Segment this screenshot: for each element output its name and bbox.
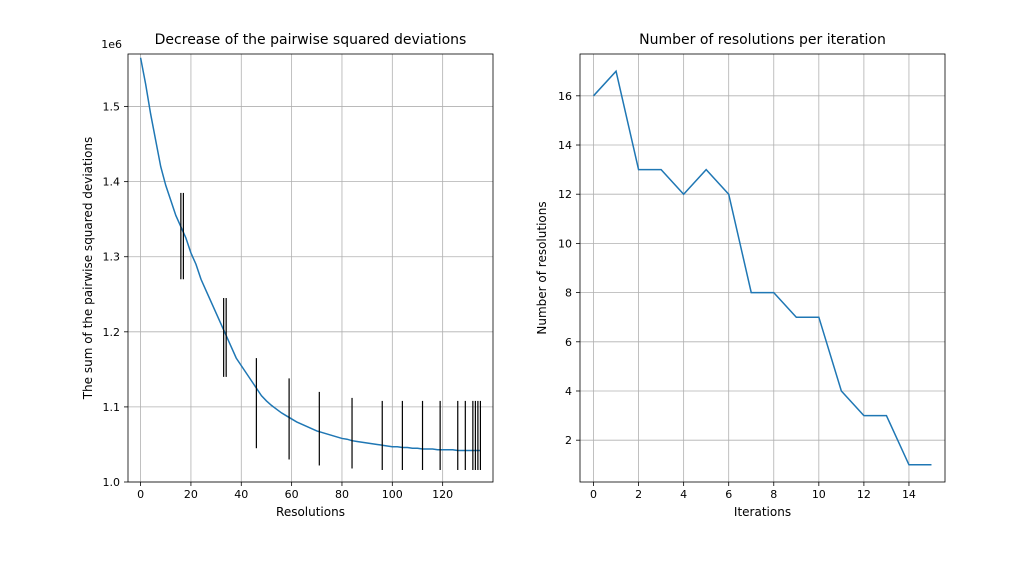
left-chart-xticks: 0 20 40 60 80 100 120 (137, 482, 453, 501)
right-chart-xlabel: Iterations (734, 505, 791, 519)
right-chart-spines (580, 54, 945, 482)
left-chart-yticks: 1.0 1.1 1.2 1.3 1.4 1.5 (103, 101, 129, 489)
ytick-label: 4 (565, 385, 572, 398)
ytick-label: 1.2 (103, 326, 121, 339)
ytick-label: 2 (565, 434, 572, 447)
xtick-label: 6 (725, 488, 732, 501)
ytick-label: 8 (565, 287, 572, 300)
ytick-label: 16 (558, 90, 572, 103)
right-chart-grid (580, 54, 945, 482)
ytick-label: 6 (565, 336, 572, 349)
left-chart: 0 20 40 60 80 100 120 1.0 1.1 1.2 1.3 1.4 1.5 Decreas… (81, 32, 493, 519)
xtick-label: 4 (680, 488, 687, 501)
ytick-label: 1.5 (103, 101, 121, 114)
xtick-label: 120 (432, 488, 453, 501)
ytick-label: 14 (558, 139, 572, 152)
xtick-label: 8 (770, 488, 777, 501)
ytick-label: 1.3 (103, 251, 121, 264)
figure-svg: 0204060801001201.01.11.21.31.41.5Decreas… (0, 0, 1024, 576)
right-chart: 0 2 4 6 8 10 12 14 2 4 6 8 10 12 14 16 Number of resolut… (535, 32, 945, 519)
left-chart-spines (128, 54, 493, 482)
right-chart-ylabel: Number of resolutions (535, 201, 549, 334)
right-chart-xticks: 0 2 4 6 8 10 12 14 (590, 482, 916, 501)
ytick-label: 1.4 (103, 176, 121, 189)
right-chart-series (594, 71, 932, 465)
xtick-label: 60 (285, 488, 299, 501)
xtick-label: 100 (382, 488, 403, 501)
ytick-label: 10 (558, 237, 572, 250)
left-chart-exp: 1e6 (101, 38, 122, 51)
figure: 0204060801001201.01.11.21.31.41.5Decreas… (0, 0, 1024, 576)
left-chart-xlabel: Resolutions (276, 505, 345, 519)
xtick-label: 20 (184, 488, 198, 501)
xtick-label: 0 (137, 488, 144, 501)
xtick-label: 14 (902, 488, 916, 501)
left-chart-grid (128, 54, 493, 482)
xtick-label: 10 (812, 488, 826, 501)
right-chart-title: Number of resolutions per iteration (639, 32, 886, 48)
ytick-label: 1.1 (103, 401, 121, 414)
ytick-label: 1.0 (103, 476, 121, 489)
xtick-label: 80 (335, 488, 349, 501)
xtick-label: 40 (234, 488, 248, 501)
left-chart-series (141, 58, 481, 451)
xtick-label: 2 (635, 488, 642, 501)
xtick-label: 0 (590, 488, 597, 501)
right-chart-yticks: 2 4 6 8 10 12 14 16 (558, 90, 580, 447)
left-chart-ylabel: The sum of the pairwise squared deviatio… (81, 137, 95, 401)
ytick-label: 12 (558, 188, 572, 201)
xtick-label: 12 (857, 488, 871, 501)
left-chart-title: Decrease of the pairwise squared deviati… (155, 32, 467, 48)
